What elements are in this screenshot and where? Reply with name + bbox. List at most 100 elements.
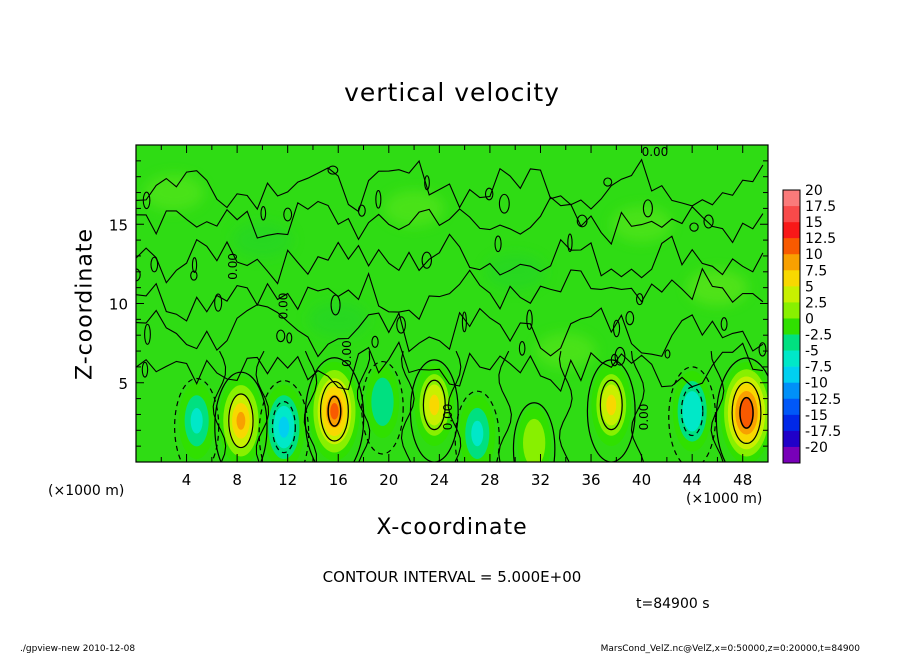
colorbar-swatch (783, 238, 800, 255)
velocity-cell (720, 361, 768, 462)
colorbar-swatch (783, 382, 800, 400)
colorbar-frame (782, 189, 801, 464)
colorbar-label: -5 (805, 344, 819, 360)
contour-line (703, 214, 714, 229)
y-tick-label: 15 (109, 216, 128, 234)
contour-line (625, 310, 635, 326)
contour-line (255, 350, 270, 462)
velocity-cell (414, 363, 455, 447)
x-axis-label: X-coordinate (376, 515, 528, 540)
contour-line (630, 351, 645, 462)
colorbar-label: -20 (805, 440, 828, 456)
velocity-cell-band (471, 420, 484, 447)
contour-line (576, 214, 588, 228)
contour-line (144, 323, 151, 345)
contour-line (330, 294, 341, 316)
velocity-cell (591, 363, 632, 447)
contour-line (664, 349, 671, 359)
velocity-cell-band (528, 430, 540, 456)
colorbar-swatch (783, 414, 800, 432)
contour-line (689, 222, 699, 232)
contour-line (150, 256, 159, 273)
colorbar-swatch (783, 222, 800, 239)
contour-line (424, 175, 430, 191)
contour-line (303, 350, 318, 462)
field-patch (232, 222, 293, 259)
contour-line (142, 191, 151, 210)
colorbar-label: -12.5 (805, 392, 841, 408)
colorbar-swatch (783, 254, 800, 271)
contour-line (567, 233, 573, 253)
contour-line (636, 293, 644, 306)
contour-line (136, 233, 764, 285)
colorbar-swatch (783, 270, 800, 287)
contour-line (357, 204, 366, 217)
x-tick-label: 36 (581, 471, 600, 489)
velocity-cell (517, 406, 551, 462)
contour-line (228, 393, 254, 449)
x-tick-label: 4 (182, 471, 192, 489)
contour-line (720, 317, 728, 331)
contour-line (271, 401, 296, 454)
contour-line (136, 158, 764, 213)
contour-label: 0.00 (637, 404, 651, 431)
contour-line (603, 177, 613, 187)
colorbar-label: -2.5 (805, 328, 832, 344)
contour-line (327, 395, 342, 427)
colorbar: 2017.51512.5107.552.50-2.5-5-7.5-10-12.5… (782, 183, 841, 464)
x-tick-label: 16 (329, 471, 348, 489)
contour-line (214, 293, 223, 312)
colorbar-label: -17.5 (805, 424, 841, 440)
contour-line (141, 361, 149, 378)
contour-line (356, 351, 371, 462)
contour-line (447, 350, 462, 462)
contour-line (526, 309, 533, 331)
velocity-cell-band (330, 403, 339, 420)
velocity-cell (365, 365, 400, 438)
x-tick-label: 8 (232, 471, 242, 489)
contour-line (422, 379, 446, 431)
y-axis-unit: (×1000 m) (48, 483, 125, 499)
contour-layer: 0.00 0.00 0.00 0.00 0.00 0.00 (136, 145, 768, 462)
field-patch (535, 333, 596, 370)
contour-line (599, 379, 623, 431)
contour-interval-label: CONTOUR INTERVAL = 5.000E+00 (322, 568, 582, 586)
colorbar-label: 10 (805, 247, 823, 263)
colorbar-label: -10 (805, 376, 828, 392)
colorbar-label: 15 (805, 215, 823, 231)
field-patch (143, 174, 204, 211)
contour-line (304, 357, 365, 462)
field-patch (308, 301, 369, 338)
field-patch (384, 190, 445, 227)
contour-line (758, 342, 767, 357)
contour-label: 0.00 (277, 293, 291, 320)
contour-line (327, 165, 339, 175)
colorbar-label: 5 (805, 279, 814, 295)
colorbar-label: -7.5 (805, 360, 832, 376)
contour-line (136, 340, 763, 393)
colorbar-label: 2.5 (805, 295, 827, 311)
contour-line (258, 380, 310, 462)
x-tick-label: 28 (480, 471, 499, 489)
footer-right-text: MarsCond_VelZ.nc@VelZ,x=0:50000,z=0:2000… (600, 644, 860, 654)
contour-line (190, 270, 198, 281)
colorbar-swatch (783, 350, 800, 367)
contour-line (731, 381, 762, 445)
colorbar-swatch (783, 366, 800, 384)
colorbar-label: 17.5 (805, 199, 836, 215)
contour-line (136, 267, 764, 322)
contour-label: 0.00 (340, 340, 354, 367)
y-tick-label: 5 (118, 375, 128, 393)
footer-left-text: ./gpview-new 2010-12-08 (20, 644, 136, 654)
contour-line (361, 360, 404, 455)
contour-line (421, 251, 432, 269)
contour-line (191, 257, 198, 273)
colorbar-label: 7.5 (805, 263, 827, 279)
contour-line (400, 350, 415, 462)
colorbar-swatch (783, 190, 800, 207)
velocity-cell (178, 382, 215, 460)
contour-line (276, 329, 286, 343)
velocity-cell-band (278, 416, 290, 438)
